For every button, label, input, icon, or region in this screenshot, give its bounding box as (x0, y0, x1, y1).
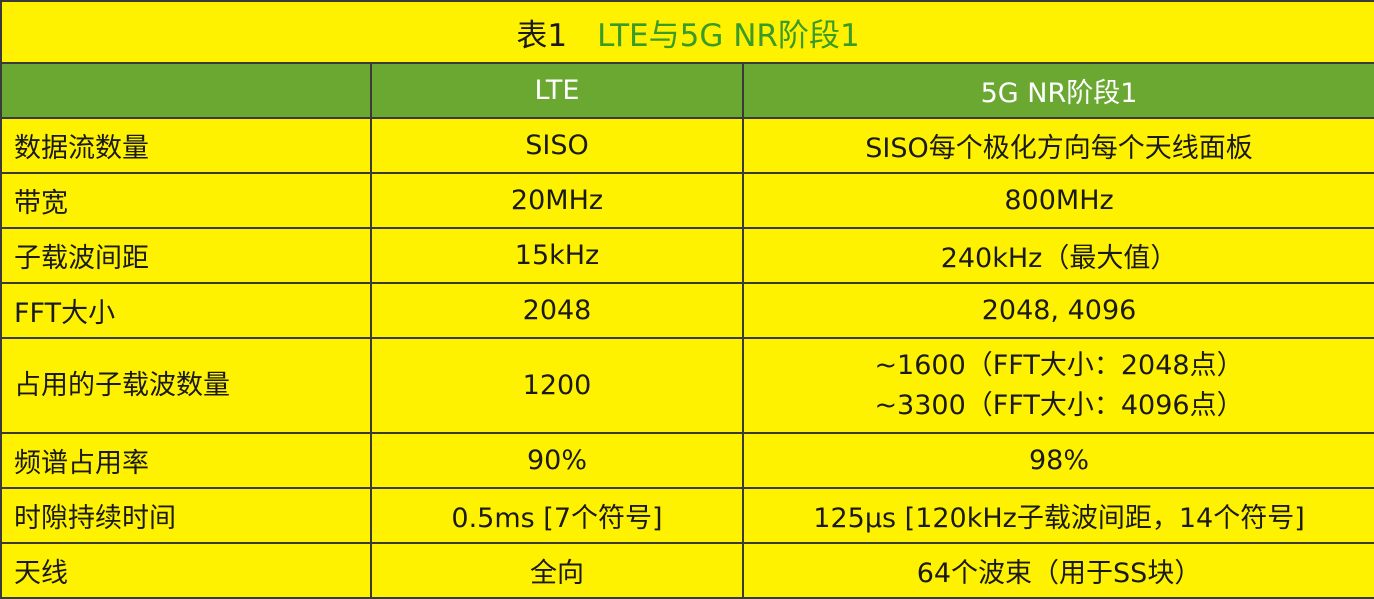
nr-line: 125μs [120kHz子载波间距，14个符号] (813, 503, 1305, 534)
lte-cell: 全向 (370, 542, 744, 599)
table-title: LTE与5G NR阶段1 (597, 17, 860, 54)
nr-line: 240kHz（最大值） (940, 243, 1178, 274)
row-label: 天线 (0, 542, 372, 599)
nr-line: SISO每个极化方向每个天线面板 (865, 133, 1253, 164)
row-label: FFT大小 (0, 282, 372, 339)
nr-line: ~3300（FFT大小：4096点） (874, 389, 1244, 421)
table-row: FFT大小 2048 2048, 4096 (0, 282, 1374, 339)
nr-line: 98% (1029, 445, 1090, 476)
header-cell (0, 62, 372, 119)
table-row: 带宽 20MHz 800MHz (0, 172, 1374, 229)
nr-cell: SISO每个极化方向每个天线面板 (741, 117, 1374, 174)
nr-cell: 64个波束（用于SS块） (741, 542, 1374, 599)
table-row: 时隙持续时间 0.5ms [7个符号] 125μs [120kHz子载波间距，14个… (0, 487, 1374, 544)
nr-cell: 125μs [120kHz子载波间距，14个符号] (741, 487, 1374, 544)
nr-line: ~1600（FFT大小：2048点） (874, 349, 1244, 381)
nr-cell: 2048, 4096 (741, 282, 1374, 339)
header-row: LTE 5G NR阶段1 (0, 62, 1374, 119)
table-row: 数据流数量 SISO SISO每个极化方向每个天线面板 (0, 117, 1374, 174)
header-cell: 5G NR阶段1 (741, 62, 1374, 119)
lte-cell: 1200 (370, 337, 744, 434)
lte-cell: 0.5ms [7个符号] (370, 487, 744, 544)
row-label: 占用的子载波数量 (0, 337, 372, 434)
nr-line: 800MHz (1004, 185, 1114, 216)
nr-cell: 98% (741, 432, 1374, 489)
nr-cell: 240kHz（最大值） (741, 227, 1374, 284)
table-label: 表1 (516, 17, 568, 54)
title-row: 表1 LTE与5G NR阶段1 (0, 0, 1374, 64)
table-row: 占用的子载波数量 1200 ~1600（FFT大小：2048点） ~3300（FFT大… (0, 337, 1374, 434)
row-label: 数据流数量 (0, 117, 372, 174)
nr-line: 2048, 4096 (981, 295, 1137, 326)
lte-cell: SISO (370, 117, 744, 174)
row-label: 频谱占用率 (0, 432, 372, 489)
table-row: 子载波间距 15kHz 240kHz（最大值） (0, 227, 1374, 284)
lte-cell: 15kHz (370, 227, 744, 284)
lte-cell: 90% (370, 432, 744, 489)
header-cell: LTE (370, 62, 744, 119)
title-cell: 表1 LTE与5G NR阶段1 (0, 0, 1374, 64)
table-row: 频谱占用率 90% 98% (0, 432, 1374, 489)
lte-cell: 20MHz (370, 172, 744, 229)
row-label: 时隙持续时间 (0, 487, 372, 544)
table-row: 天线 全向 64个波束（用于SS块） (0, 542, 1374, 599)
nr-cell: ~1600（FFT大小：2048点） ~3300（FFT大小：4096点） (741, 337, 1374, 434)
row-label: 子载波间距 (0, 227, 372, 284)
lte-cell: 2048 (370, 282, 744, 339)
nr-line: 64个波束（用于SS块） (916, 558, 1202, 589)
row-label: 带宽 (0, 172, 372, 229)
nr-cell: 800MHz (741, 172, 1374, 229)
